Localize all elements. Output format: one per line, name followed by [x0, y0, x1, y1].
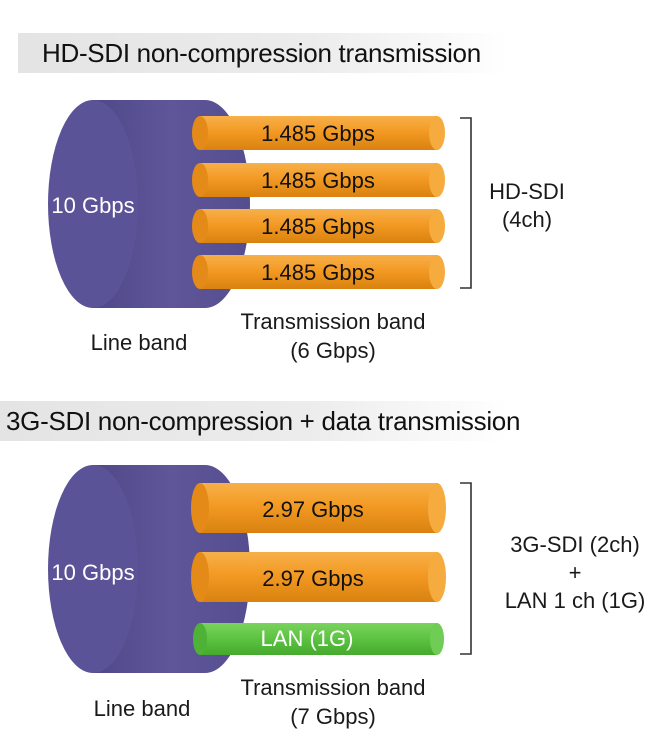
3g-cables [191, 483, 446, 655]
channel-group-line: + [568, 560, 582, 585]
channel-group-line: (4ch) [501, 207, 553, 232]
cable-3g-2 [191, 552, 446, 602]
line-band-caption: Line band [91, 328, 188, 357]
line-band-label: Line band [90, 330, 188, 355]
cable-hd-2 [192, 163, 445, 197]
line-speed-label: 10 Gbps [51, 560, 135, 585]
hd-cables [192, 116, 445, 289]
cable-label: 1.485 Gbps [261, 214, 375, 239]
transmission-band-value: (6 Gbps) [290, 338, 376, 363]
cable-label: 2.97 Gbps [262, 566, 364, 591]
3g-sdi-section: 3G-SDI non-compression + data transmissi… [0, 375, 660, 750]
line-band-label: Line band [93, 696, 191, 721]
hd-sdi-section: HD-SDI non-compression transmission [18, 33, 565, 365]
line-speed-label: 10 Gbps [51, 193, 135, 218]
cable-label: 2.97 Gbps [262, 497, 364, 522]
cable-3g-1 [191, 483, 446, 533]
channel-group-line: 3G-SDI (2ch) [510, 532, 640, 557]
channel-group-label: HD-SDI (4ch) [489, 178, 565, 234]
section-title: 3G-SDI non-compression + data transmissi… [6, 406, 521, 436]
transmission-band-value: (7 Gbps) [290, 704, 376, 729]
title-bar [18, 33, 508, 73]
transmission-band-label: Transmission band [240, 309, 426, 334]
cable-hd-4 [192, 255, 445, 289]
transmission-band-label: Transmission band [240, 675, 426, 700]
channel-bracket [460, 117, 472, 289]
title-bar [0, 401, 510, 441]
cable-lan [193, 623, 444, 655]
hd-cable-diagram [48, 100, 472, 308]
channel-group-label: 3G-SDI (2ch) + LAN 1 ch (1G) [505, 531, 646, 615]
transmission-band-caption: Transmission band (6 Gbps) [240, 307, 425, 365]
cable-hd-3 [192, 209, 445, 243]
channel-bracket [460, 482, 472, 655]
cable-label: 1.485 Gbps [261, 260, 375, 285]
cable-label: 1.485 Gbps [261, 168, 375, 193]
line-band-caption: Line band [94, 694, 191, 723]
cable-hd-1 [192, 116, 445, 150]
channel-group-line: HD-SDI [489, 179, 565, 204]
cable-label: 1.485 Gbps [261, 121, 375, 146]
transmission-band-caption: Transmission band (7 Gbps) [240, 673, 425, 731]
lan-cable-label: LAN (1G) [260, 626, 354, 651]
channel-group-line: LAN 1 ch (1G) [504, 588, 646, 613]
section-title: HD-SDI non-compression transmission [42, 38, 481, 68]
3g-cable-diagram [48, 465, 472, 673]
